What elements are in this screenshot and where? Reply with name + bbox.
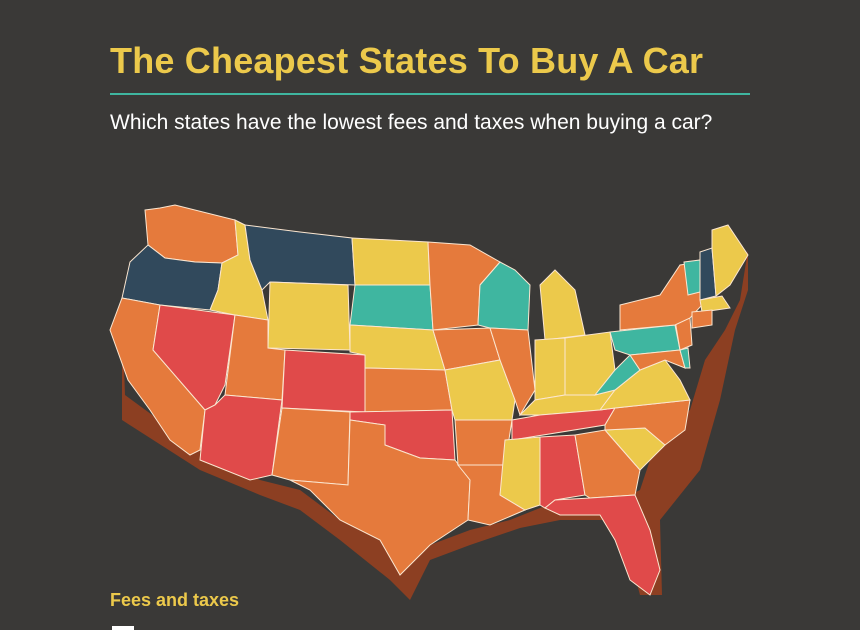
legend-title: Fees and taxes xyxy=(110,590,240,610)
state-indiana[interactable] xyxy=(534,337,566,401)
state-massachusetts[interactable] xyxy=(699,295,731,313)
page-title: The Cheapest States To Buy A Car xyxy=(110,40,704,81)
state-arizona[interactable] xyxy=(199,394,283,481)
state-montana[interactable] xyxy=(244,224,356,291)
state-wisconsin[interactable] xyxy=(477,261,531,331)
title-divider xyxy=(110,93,750,95)
state-connecticut[interactable] xyxy=(691,309,713,329)
state-delaware[interactable] xyxy=(679,347,691,369)
legend-swatch xyxy=(112,626,134,630)
page-subtitle: Which states have the lowest fees and ta… xyxy=(110,111,713,134)
state-new-mexico[interactable] xyxy=(271,407,351,486)
state-south-dakota[interactable] xyxy=(349,284,434,331)
state-texas[interactable] xyxy=(289,419,471,576)
state-michigan[interactable] xyxy=(539,269,586,341)
state-wyoming[interactable] xyxy=(267,281,351,351)
state-kansas[interactable] xyxy=(364,367,453,413)
state-north-dakota[interactable] xyxy=(351,237,431,286)
state-maryland[interactable] xyxy=(629,349,686,371)
state-maine[interactable] xyxy=(711,224,749,297)
state-florida[interactable] xyxy=(544,494,661,596)
state-colorado[interactable] xyxy=(281,349,366,413)
state-mississippi[interactable] xyxy=(499,436,541,511)
